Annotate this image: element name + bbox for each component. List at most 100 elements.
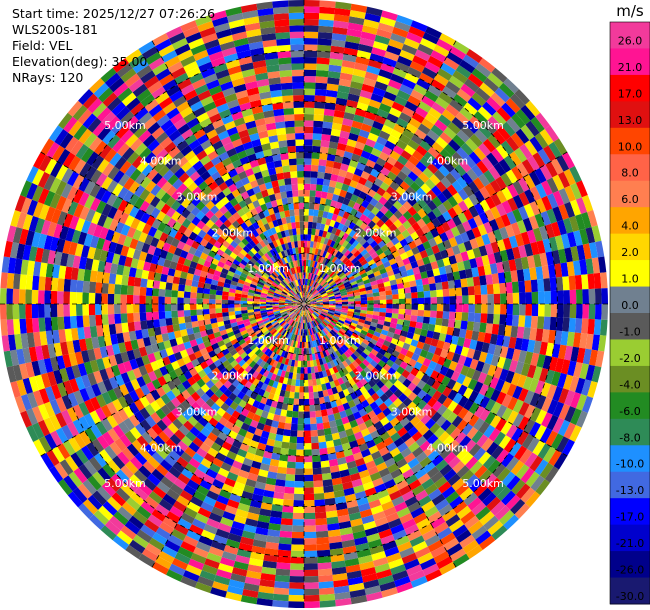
velocity-gate	[369, 338, 378, 346]
velocity-gate	[316, 422, 324, 430]
velocity-gate	[354, 295, 361, 299]
velocity-gate	[481, 362, 491, 375]
velocity-gate	[365, 313, 373, 319]
velocity-gate	[311, 273, 316, 281]
velocity-gate	[359, 287, 366, 293]
velocity-gate	[380, 329, 389, 336]
velocity-gate	[319, 223, 326, 231]
velocity-gate	[311, 158, 320, 166]
velocity-gate	[321, 309, 329, 314]
velocity-gate	[311, 289, 317, 295]
velocity-gate	[390, 317, 398, 324]
velocity-gate	[284, 422, 292, 430]
velocity-gate	[415, 161, 427, 173]
velocity-gate	[573, 230, 583, 247]
velocity-gate	[304, 512, 316, 520]
velocity-gate	[369, 276, 377, 283]
velocity-gate	[322, 307, 329, 311]
velocity-gate	[472, 321, 481, 332]
velocity-gate	[481, 438, 494, 452]
velocity-gate	[369, 53, 385, 64]
velocity-gate	[463, 259, 472, 270]
velocity-gate	[274, 581, 290, 589]
velocity-gate	[526, 364, 537, 379]
velocity-gate	[380, 63, 395, 74]
velocity-gate	[548, 141, 562, 159]
velocity-gate	[373, 296, 380, 301]
velocity-gate	[347, 244, 355, 253]
velocity-gate	[557, 171, 571, 189]
velocity-gate	[353, 292, 361, 297]
velocity-gate	[308, 279, 312, 286]
velocity-gate	[296, 366, 301, 374]
velocity-gate	[317, 277, 323, 284]
velocity-gate	[366, 332, 374, 339]
velocity-gate	[451, 151, 465, 165]
velocity-gate	[202, 293, 210, 300]
velocity-gate	[383, 200, 393, 210]
velocity-gate	[464, 78, 480, 93]
velocity-gate	[554, 263, 563, 278]
velocity-gate	[304, 304, 310, 308]
velocity-gate	[467, 378, 478, 391]
velocity-gate	[388, 38, 404, 50]
velocity-gate	[353, 350, 361, 358]
velocity-gate	[313, 267, 318, 275]
velocity-gate	[392, 144, 405, 156]
velocity-gate	[553, 138, 568, 156]
velocity-gate	[324, 102, 336, 111]
velocity-gate	[448, 255, 457, 265]
velocity-gate	[416, 218, 427, 229]
velocity-gate	[329, 330, 336, 337]
velocity-gate	[309, 307, 315, 312]
velocity-gate	[277, 421, 286, 430]
velocity-gate	[601, 304, 608, 320]
velocity-gate	[359, 362, 367, 370]
velocity-gate	[512, 385, 523, 400]
velocity-gate	[323, 427, 332, 436]
velocity-gate	[431, 353, 440, 364]
velocity-gate	[32, 275, 40, 291]
velocity-gate	[426, 210, 437, 222]
velocity-gate	[463, 209, 474, 221]
velocity-gate	[365, 285, 373, 291]
velocity-gate	[428, 360, 438, 371]
velocity-gate	[525, 304, 532, 316]
velocity-gate	[376, 136, 388, 146]
velocity-gate	[318, 315, 324, 321]
velocity-gate	[542, 238, 552, 253]
velocity-gate	[289, 569, 304, 577]
velocity-gate	[57, 316, 65, 330]
velocity-gate	[410, 315, 418, 322]
velocity-gate	[344, 342, 352, 349]
velocity-gate	[290, 423, 298, 431]
velocity-gate	[426, 376, 436, 387]
velocity-gate	[304, 373, 308, 381]
velocity-gate	[312, 281, 317, 288]
velocity-gate	[404, 309, 412, 316]
velocity-gate	[475, 235, 485, 248]
velocity-gate	[330, 272, 337, 279]
velocity-gate	[317, 286, 323, 292]
velocity-gate	[400, 270, 408, 278]
velocity-gate	[461, 423, 474, 436]
velocity-gate	[337, 195, 345, 204]
velocity-gate	[359, 290, 367, 296]
velocity-gate	[520, 487, 536, 504]
velocity-gate	[569, 289, 577, 304]
velocity-gate	[474, 393, 485, 406]
velocity-gate	[387, 232, 397, 241]
velocity-gate	[333, 20, 349, 29]
velocity-gate	[82, 315, 90, 328]
velocity-gate	[322, 282, 329, 289]
velocity-gate	[505, 169, 518, 184]
velocity-gate	[316, 302, 323, 304]
velocity-gate	[393, 160, 405, 171]
velocity-gate	[310, 273, 314, 280]
velocity-gate	[501, 102, 516, 118]
velocity-gate	[341, 276, 348, 282]
velocity-gate	[373, 331, 381, 338]
velocity-gate	[304, 259, 307, 267]
velocity-gate	[541, 412, 553, 428]
velocity-gate	[591, 225, 602, 243]
